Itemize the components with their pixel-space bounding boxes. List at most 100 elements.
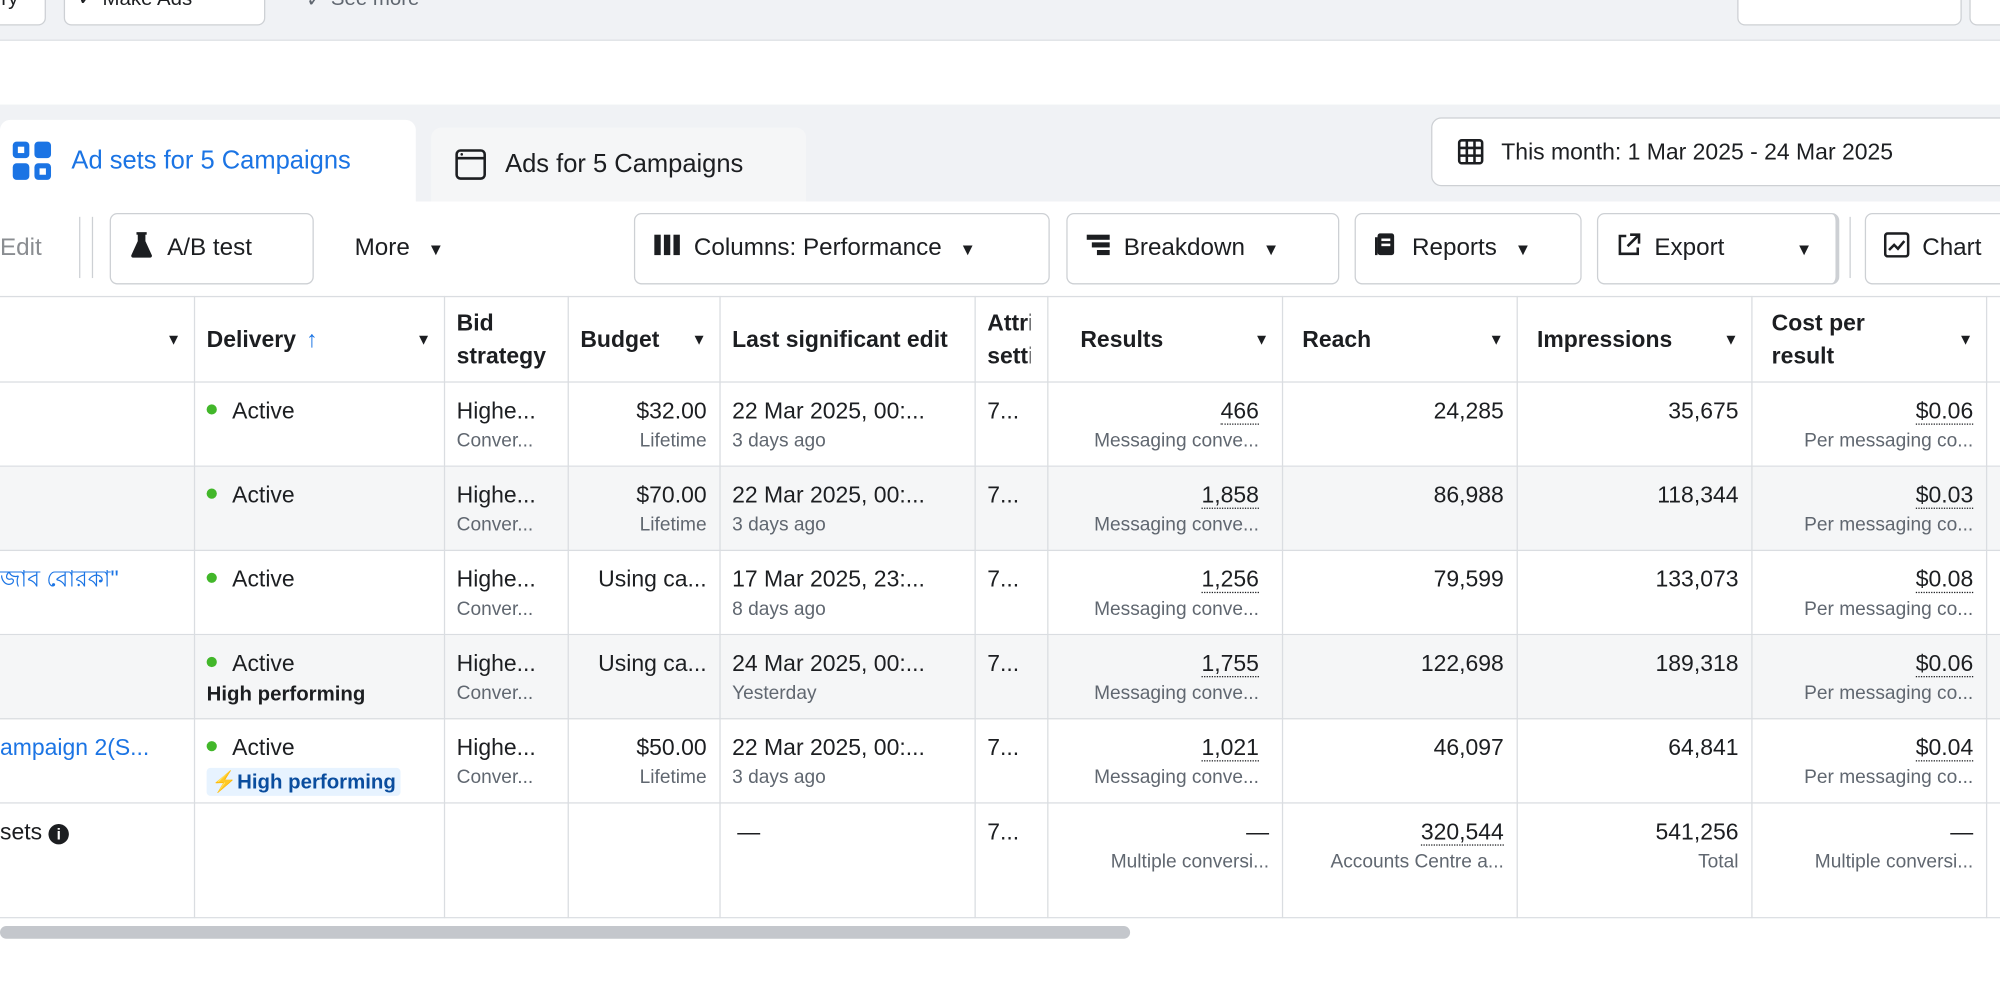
caret-down-icon: ▼: [1488, 330, 1504, 349]
attribution: 7...: [987, 734, 1020, 761]
results-value[interactable]: 1,755: [1201, 650, 1259, 678]
reports-icon: [1374, 232, 1400, 265]
last-edit-sub: 3 days ago: [732, 766, 826, 789]
export-label: Export: [1654, 234, 1725, 262]
column-header-cost-per-result[interactable]: Cost per result ▼: [1751, 297, 1986, 381]
column-divider[interactable]: [567, 295, 569, 919]
caret-down-icon: ▼: [959, 239, 976, 259]
attribution: 7...: [987, 650, 1020, 677]
tab-ad-sets[interactable]: Ad sets for 5 Campaigns: [0, 119, 416, 202]
column-divider[interactable]: [1985, 295, 1988, 919]
results-value[interactable]: 1,858: [1201, 482, 1259, 509]
column-header-impressions[interactable]: Impressions ▼: [1517, 297, 1752, 381]
reports-dropdown[interactable]: Reports ▼: [1354, 213, 1582, 285]
export-menu-dropdown[interactable]: ▼: [1791, 213, 1813, 284]
more-dropdown[interactable]: More ▼: [355, 213, 445, 284]
bid-strategy-sub: Conver...: [456, 429, 534, 452]
info-icon[interactable]: i: [48, 823, 69, 845]
delivery-status: Active: [206, 651, 431, 676]
caret-down-icon: ▼: [1795, 239, 1813, 259]
column-header-results[interactable]: Results ▼: [1047, 297, 1282, 381]
active-dot-icon: [206, 404, 217, 415]
budget: $32.00: [636, 397, 707, 424]
totals-row: sets i — 7... — Multiple conversi... 320,…: [0, 804, 2000, 919]
delivery-status: Active: [206, 735, 431, 760]
breakdown-dropdown[interactable]: Breakdown ▼: [1066, 213, 1340, 285]
ab-test-button[interactable]: A/B test: [109, 213, 314, 285]
grid-icon: [10, 139, 53, 182]
top-action-bar: ry ✓ Make Ads ✓ See more: [0, 0, 2000, 41]
column-divider[interactable]: [719, 295, 721, 919]
cost-per-result-value[interactable]: $0.08: [1915, 566, 1974, 594]
column-divider[interactable]: [1047, 295, 1049, 919]
reach-value: 86,988: [1433, 482, 1504, 508]
table-row[interactable]: Active Highe... Conver... $32.00 Lifetime …: [0, 383, 2000, 467]
budget: Using ca...: [598, 566, 707, 592]
top-left-button[interactable]: ry: [0, 0, 46, 26]
budget-sub: Lifetime: [639, 514, 707, 536]
column-header-reach[interactable]: Reach ▼: [1282, 297, 1517, 381]
column-divider[interactable]: [974, 295, 976, 919]
table-row[interactable]: ampaign 2(S... Active ⚡High performing Hi…: [0, 719, 2000, 804]
table-row[interactable]: Active High performing Highe... Conver... …: [0, 635, 2000, 720]
column-header-budget[interactable]: Budget ▼: [568, 297, 720, 381]
results-sub: Messaging conve...: [1094, 598, 1259, 620]
chart-button[interactable]: Chart: [1864, 213, 2000, 285]
caret-down-icon: ▼: [1262, 239, 1280, 259]
column-header-delivery[interactable]: Delivery ↑ ▼: [194, 297, 444, 381]
breakdown-label: Breakdown: [1123, 234, 1245, 262]
column-divider[interactable]: [1516, 295, 1518, 919]
cost-per-result-value[interactable]: $0.04: [1915, 734, 1974, 762]
attribution: 7...: [987, 482, 1020, 508]
tab-ad-sets-label: Ad sets for 5 Campaigns: [71, 146, 351, 175]
results-sub: Messaging conve...: [1094, 682, 1259, 705]
bid-strategy: Highe...: [456, 397, 536, 424]
totals-reach[interactable]: 320,544: [1420, 818, 1504, 846]
last-edit: 17 Mar 2025, 23:...: [732, 566, 925, 592]
active-dot-icon: [206, 741, 217, 752]
ad-set-name[interactable]: ampaign 2(S...: [0, 734, 150, 761]
reach-value: 79,599: [1433, 566, 1504, 592]
tab-ads[interactable]: Ads for 5 Campaigns: [431, 127, 807, 202]
column-header-last-edit[interactable]: Last significant edit: [719, 297, 974, 381]
edit-button[interactable]: Edit: [0, 213, 42, 284]
attribution: 7...: [987, 566, 1020, 592]
budget-sub: Lifetime: [639, 766, 707, 789]
column-header-name[interactable]: ▼: [0, 297, 194, 381]
results-value[interactable]: 1,021: [1201, 734, 1259, 762]
top-right-button[interactable]: [1737, 0, 1962, 26]
budget: $70.00: [636, 482, 707, 508]
column-divider[interactable]: [193, 295, 196, 919]
ab-test-label: A/B test: [167, 234, 252, 262]
table-row[interactable]: Active Highe... Conver... $70.00 Lifetime …: [0, 466, 2000, 552]
caret-down-icon: ▼: [165, 330, 182, 349]
column-header-attribution[interactable]: Attribution setting: [974, 297, 1047, 381]
cost-per-result-value[interactable]: $0.03: [1915, 482, 1974, 509]
make-ads-button[interactable]: ✓ Make Ads: [63, 0, 266, 26]
column-divider[interactable]: [1751, 295, 1753, 919]
export-button[interactable]: Export: [1596, 213, 1840, 285]
totals-attribution: 7...: [987, 818, 1020, 845]
scrollbar-thumb[interactable]: [0, 926, 1131, 939]
results-value[interactable]: 1,256: [1201, 566, 1259, 594]
see-more-link[interactable]: ✓ See more: [306, 0, 419, 13]
delivery-status: Active: [206, 398, 431, 423]
top-right-menu-button[interactable]: [1969, 0, 2000, 26]
impressions-value: 35,675: [1668, 397, 1739, 424]
column-header-bid-strategy[interactable]: Bid strategy: [444, 297, 568, 381]
column-divider[interactable]: [1281, 295, 1284, 919]
cost-per-result-value[interactable]: $0.06: [1915, 650, 1974, 678]
cost-per-result-sub: Per messaging co...: [1804, 514, 1974, 536]
results-sub: Messaging conve...: [1094, 429, 1259, 452]
results-value[interactable]: 466: [1220, 397, 1259, 425]
date-range-picker[interactable]: This month: 1 Mar 2025 - 24 Mar 2025: [1431, 117, 2000, 187]
cost-per-result-sub: Per messaging co...: [1804, 682, 1974, 705]
cost-per-result-header-label: Cost per result: [1771, 309, 1865, 369]
ad-set-name[interactable]: জাব বোরকা": [0, 566, 119, 592]
last-edit-sub: 8 days ago: [732, 598, 826, 620]
table-row[interactable]: জাব বোরকা" Active Highe... Conver... Usin…: [0, 551, 2000, 636]
totals-cost-per-result-sub: Multiple conversi...: [1814, 850, 1974, 873]
cost-per-result-value[interactable]: $0.06: [1915, 397, 1974, 425]
column-divider[interactable]: [443, 295, 446, 919]
columns-dropdown[interactable]: Columns: Performance ▼: [633, 213, 1050, 285]
